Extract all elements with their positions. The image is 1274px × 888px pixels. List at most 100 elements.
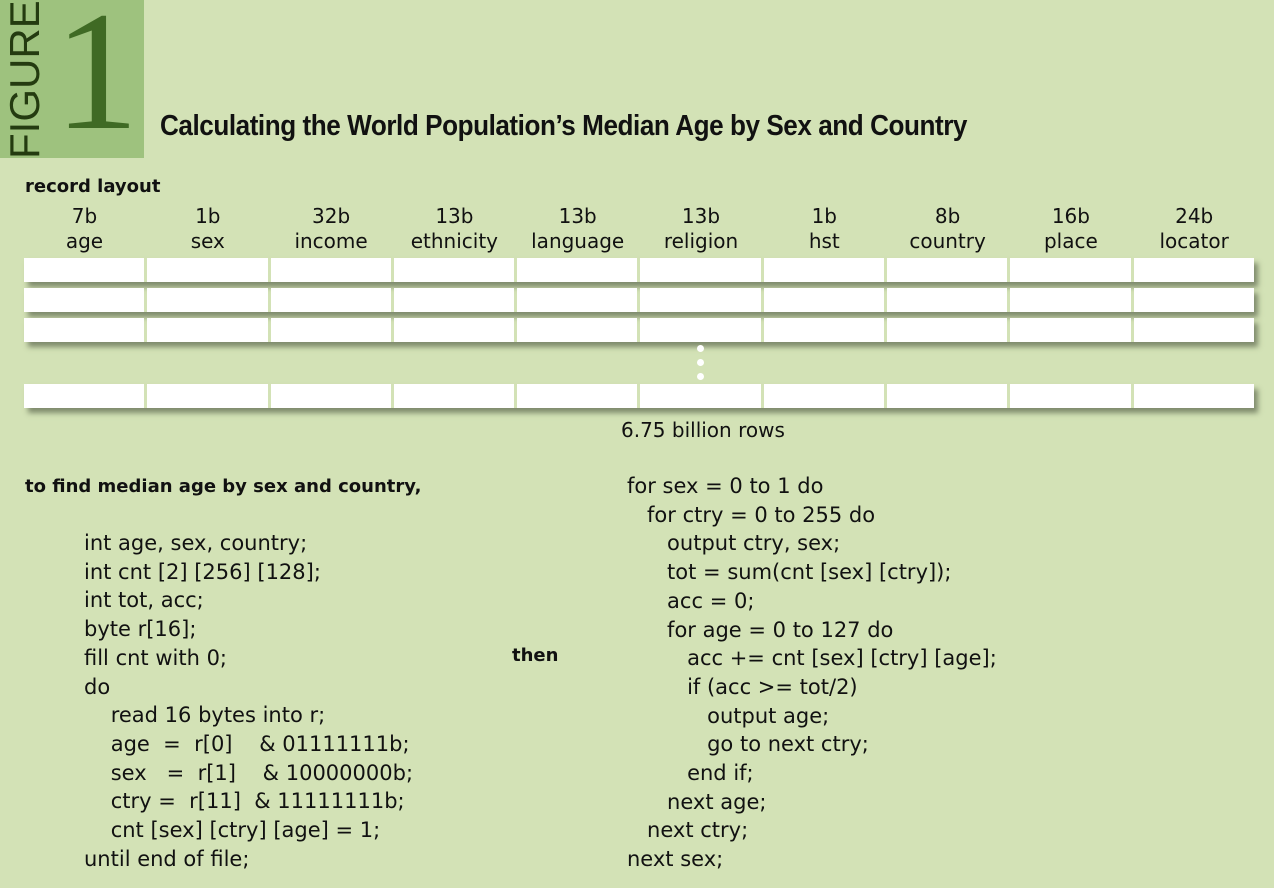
column-header-religion: 13b religion xyxy=(641,204,762,254)
code-line: acc += cnt [sex] [ctry] [age]; xyxy=(627,646,997,671)
table-cell xyxy=(763,258,885,282)
column-size: 1b xyxy=(811,204,837,228)
table-cell xyxy=(517,288,638,312)
table-cell xyxy=(1010,288,1131,312)
code-line: int tot, acc; xyxy=(84,588,204,613)
column-name: income xyxy=(294,229,368,253)
code-line: do xyxy=(84,674,111,699)
code-line: if (acc >= tot/2) xyxy=(627,674,858,699)
figure-title: Calculating the World Population’s Media… xyxy=(160,110,967,142)
column-name: religion xyxy=(663,229,739,253)
column-name: locator xyxy=(1159,229,1229,253)
code-line: sex = r[1] & 10000000b; xyxy=(84,760,414,785)
table-cell xyxy=(24,318,145,342)
table-cell xyxy=(270,318,391,342)
table-cell xyxy=(24,258,145,282)
code-line: next ctry; xyxy=(627,818,749,843)
code-line: go to next ctry; xyxy=(627,732,869,757)
column-header-hst: 1b hst xyxy=(764,204,885,254)
column-size: 7b xyxy=(71,204,98,228)
code-line: next sex; xyxy=(627,847,724,872)
column-header-age: 7b age xyxy=(24,204,145,254)
table-row-last xyxy=(24,384,1254,408)
column-header-sex: 1b sex xyxy=(147,204,268,254)
code-line: until end of file; xyxy=(84,846,250,871)
column-name: age xyxy=(65,229,104,253)
table-cell xyxy=(24,384,145,408)
code-line: acc = 0; xyxy=(627,588,755,613)
then-label: then xyxy=(512,645,559,666)
table-cell xyxy=(640,258,761,282)
record-layout-label: record layout xyxy=(25,176,161,197)
table-cell xyxy=(147,258,268,282)
table-cell xyxy=(1133,318,1254,342)
code-line: tot = sum(cnt [sex] [ctry]); xyxy=(627,560,952,585)
column-size: 13b xyxy=(681,204,721,228)
table-cell xyxy=(640,384,761,408)
column-name: ethnicity xyxy=(410,229,499,253)
code-line: for ctry = 0 to 255 do xyxy=(627,502,876,527)
figure-number: 1 xyxy=(54,0,139,165)
code-line: int age, sex, country; xyxy=(84,531,308,555)
find-label: to find median age by sex and country, xyxy=(25,476,422,497)
table-cell xyxy=(393,288,515,312)
table-cell xyxy=(270,384,391,408)
column-size: 32b xyxy=(312,204,351,228)
table-cell xyxy=(887,288,1008,312)
table-cell xyxy=(887,258,1008,282)
code-line: age = r[0] & 01111111b; xyxy=(84,731,410,756)
code-line: int cnt [2] [256] [128]; xyxy=(84,559,321,584)
table-cell xyxy=(24,288,145,312)
code-line: output age; xyxy=(627,703,830,728)
code-line: cnt [sex] [ctry] [age] = 1; xyxy=(84,818,381,843)
column-header-ethnicity: 13b ethnicity xyxy=(394,204,515,254)
column-size: 1b xyxy=(195,204,221,228)
table-cell xyxy=(1133,288,1254,312)
ellipsis-dots xyxy=(697,345,705,387)
table-cell xyxy=(147,318,268,342)
table-cell xyxy=(1010,318,1131,342)
table-cell xyxy=(887,318,1008,342)
code-line: output ctry, sex; xyxy=(627,531,841,556)
table-cell xyxy=(147,288,268,312)
column-size: 8b xyxy=(934,204,961,228)
column-header-place: 16b place xyxy=(1010,204,1131,254)
column-header-locator: 24b locator xyxy=(1134,204,1255,254)
code-line: next age; xyxy=(627,789,767,814)
column-name: language xyxy=(531,229,625,253)
table-cell xyxy=(763,318,885,342)
column-name: hst xyxy=(808,229,840,253)
column-header-income: 32b income xyxy=(271,204,392,254)
table-cell xyxy=(887,384,1008,408)
column-header-language: 13b language xyxy=(517,204,638,254)
code-block-left: int age, sex, country; int cnt [2] [256] … xyxy=(84,529,413,873)
code-line: fill cnt with 0; xyxy=(84,645,228,670)
table-cell xyxy=(1010,258,1131,282)
column-header-country: 8b country xyxy=(887,204,1008,254)
table-cell xyxy=(393,384,515,408)
column-size: 16b xyxy=(1051,204,1090,228)
figure-badge: FIGURE 1 xyxy=(0,0,144,165)
table-row xyxy=(24,258,1254,282)
code-line: ctry = r[11] & 11111111b; xyxy=(84,789,405,814)
figure-word: FIGURE xyxy=(1,0,48,159)
column-name: place xyxy=(1043,229,1098,253)
column-size: 13b xyxy=(435,204,474,228)
table-cell xyxy=(763,288,885,312)
table-cell xyxy=(1010,384,1131,408)
code-line: for sex = 0 to 1 do xyxy=(627,474,824,498)
table-cell xyxy=(1133,258,1254,282)
table-cell xyxy=(393,258,515,282)
table-cell xyxy=(1133,384,1254,408)
table-cell xyxy=(270,288,391,312)
table-row xyxy=(24,318,1254,342)
table-cell xyxy=(763,384,885,408)
code-line: end if; xyxy=(627,761,754,786)
rows-caption: 6.75 billion rows xyxy=(621,418,785,442)
column-name: country xyxy=(909,229,986,253)
code-line: byte r[16]; xyxy=(84,617,197,642)
table-cell xyxy=(517,258,638,282)
table-cell xyxy=(640,288,761,312)
table-cell xyxy=(640,318,761,342)
code-block-right: for sex = 0 to 1 do for ctry = 0 to 255 … xyxy=(627,472,997,874)
